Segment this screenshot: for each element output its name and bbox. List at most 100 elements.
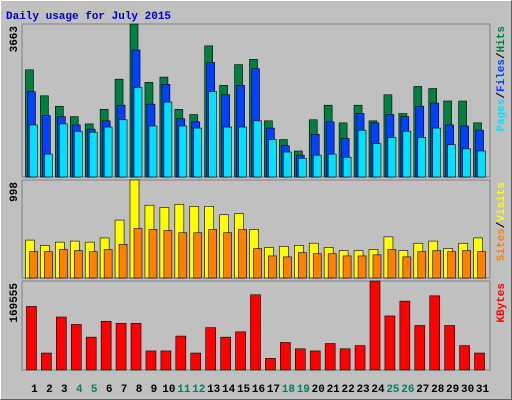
bar — [100, 320, 112, 371]
bar — [402, 256, 412, 279]
bar — [133, 87, 143, 178]
x-tick-label: 28 — [431, 384, 445, 396]
bar — [88, 251, 98, 279]
y-tick-label: 3663 — [9, 26, 21, 53]
x-tick-label: 8 — [136, 384, 143, 396]
bar — [220, 336, 231, 371]
bar — [357, 129, 367, 178]
bar — [477, 150, 486, 178]
bar — [324, 343, 336, 371]
bar — [59, 123, 68, 178]
bar — [327, 153, 337, 178]
bar — [44, 153, 53, 178]
bar — [163, 101, 173, 178]
x-tick-label: 26 — [401, 384, 414, 396]
x-tick-label: 22 — [342, 384, 355, 396]
x-tick-label: 30 — [461, 384, 474, 396]
x-tick-label: 31 — [476, 384, 490, 396]
bar — [312, 253, 322, 279]
x-tick-label: 17 — [267, 384, 280, 396]
bar — [429, 295, 441, 371]
bar — [402, 130, 412, 178]
bar — [29, 124, 38, 178]
bar — [118, 244, 128, 279]
bar — [253, 120, 262, 178]
bar — [354, 345, 366, 371]
x-tick-label: 29 — [446, 384, 459, 396]
bar — [417, 251, 427, 279]
bar — [384, 315, 396, 371]
x-tick-label: 21 — [327, 384, 341, 396]
bar — [178, 125, 188, 178]
bar — [238, 229, 247, 279]
bar — [298, 157, 307, 178]
x-tick-label: 5 — [91, 384, 98, 396]
legend-entry: Files — [496, 59, 508, 92]
x-tick-label: 2 — [46, 384, 53, 396]
bar — [208, 229, 217, 279]
bar — [387, 137, 397, 178]
bar — [474, 352, 485, 371]
bar — [160, 350, 172, 371]
x-tick-label: 12 — [192, 384, 205, 396]
bar — [115, 323, 127, 371]
x-tick-label: 25 — [386, 384, 400, 396]
bar — [250, 294, 261, 371]
x-tick-label: 3 — [61, 384, 68, 396]
bar — [309, 350, 321, 371]
bar — [342, 156, 352, 178]
bar — [88, 131, 98, 178]
bar — [208, 91, 217, 178]
bar — [417, 137, 427, 178]
legend: Pages/Files/Hits — [496, 26, 508, 132]
bar — [283, 256, 292, 279]
bar — [118, 119, 128, 178]
bar — [73, 250, 83, 279]
bar — [190, 352, 202, 371]
bar — [41, 352, 52, 371]
bar — [56, 316, 67, 371]
bar — [372, 254, 382, 279]
bar — [148, 125, 158, 178]
bar — [369, 280, 381, 371]
x-tick-label: 15 — [237, 384, 251, 396]
bar — [462, 250, 471, 279]
legend: Sites/Visits — [496, 182, 508, 261]
bar — [26, 306, 37, 371]
bar — [103, 126, 113, 178]
bar — [103, 249, 113, 279]
bar — [193, 232, 203, 279]
y-tick-label: 998 — [9, 182, 21, 202]
bar — [462, 148, 471, 178]
x-tick-label: 13 — [207, 384, 221, 396]
bar — [193, 127, 203, 178]
bar — [73, 130, 83, 178]
bar — [459, 345, 470, 371]
x-tick-label: 18 — [282, 384, 296, 396]
legend-separator: / — [496, 52, 508, 59]
bar — [235, 331, 246, 371]
bar — [29, 251, 38, 279]
x-tick-label: 11 — [177, 384, 191, 396]
bar — [298, 252, 307, 279]
bar — [312, 154, 322, 178]
legend-entry: Sites — [496, 228, 508, 261]
y-tick-label: 169555 — [9, 283, 21, 323]
legend-separator: / — [496, 92, 508, 99]
bar — [175, 335, 187, 371]
bar — [265, 358, 276, 371]
bar — [327, 253, 337, 279]
x-tick-label: 6 — [106, 384, 113, 396]
bar — [432, 127, 442, 178]
bar — [444, 325, 455, 371]
bar — [414, 325, 426, 371]
x-tick-label: 10 — [162, 384, 175, 396]
bar — [432, 250, 442, 279]
bar — [387, 249, 397, 279]
bar — [399, 300, 411, 371]
bar — [205, 327, 216, 371]
x-tick-label: 24 — [371, 384, 385, 396]
legend-separator: / — [496, 221, 508, 228]
